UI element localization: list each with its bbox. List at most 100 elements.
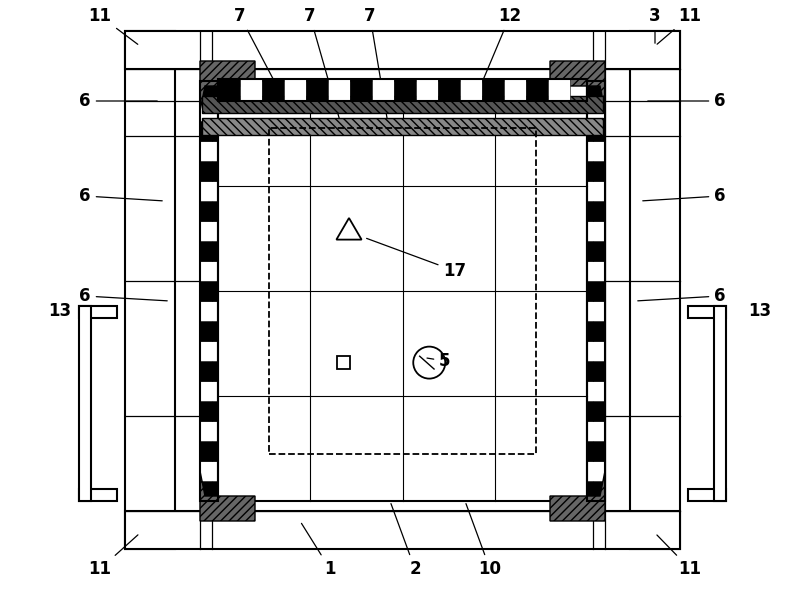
Bar: [200, 421, 218, 441]
Bar: [125, 511, 680, 549]
Text: 11: 11: [657, 7, 702, 44]
Bar: [587, 461, 605, 481]
Bar: [587, 241, 605, 261]
Bar: [200, 201, 218, 221]
Bar: [200, 181, 218, 201]
Bar: [548, 79, 570, 101]
Bar: [587, 221, 605, 241]
Bar: [587, 81, 605, 501]
Bar: [200, 261, 218, 281]
Bar: [200, 381, 218, 401]
Text: 6: 6: [79, 187, 162, 205]
Bar: [350, 79, 372, 101]
Bar: [460, 79, 482, 101]
Bar: [587, 161, 605, 181]
Bar: [200, 161, 218, 181]
Bar: [200, 281, 218, 301]
Bar: [200, 321, 218, 341]
Text: 5: 5: [427, 352, 450, 370]
Text: 17: 17: [366, 238, 466, 280]
Text: 2: 2: [391, 504, 421, 578]
Bar: [200, 301, 218, 321]
Bar: [587, 281, 605, 301]
Bar: [587, 301, 605, 321]
Text: 1: 1: [302, 524, 336, 578]
Bar: [218, 79, 587, 101]
Text: 7: 7: [304, 7, 339, 118]
Bar: [200, 461, 218, 481]
Bar: [200, 481, 218, 501]
Bar: [587, 101, 605, 121]
Bar: [218, 79, 240, 101]
Text: 6: 6: [638, 287, 726, 305]
Bar: [200, 361, 218, 381]
Text: 6: 6: [79, 92, 158, 110]
Bar: [200, 441, 218, 461]
Bar: [438, 79, 460, 101]
Bar: [587, 401, 605, 421]
Bar: [79, 489, 117, 501]
Bar: [587, 201, 605, 221]
Text: 12: 12: [471, 7, 522, 108]
Text: 13: 13: [749, 302, 771, 320]
Text: 6: 6: [648, 92, 726, 110]
Bar: [587, 341, 605, 361]
Bar: [200, 81, 218, 101]
Bar: [125, 31, 175, 549]
Polygon shape: [550, 61, 605, 111]
Bar: [526, 79, 548, 101]
Bar: [587, 141, 605, 161]
Text: 6: 6: [79, 287, 167, 305]
Bar: [337, 356, 350, 369]
Text: 7: 7: [234, 7, 289, 109]
Text: 10: 10: [466, 504, 502, 578]
Text: 11: 11: [89, 7, 138, 44]
Text: 7: 7: [364, 7, 390, 133]
Bar: [328, 79, 350, 101]
Bar: [284, 79, 306, 101]
Bar: [125, 31, 680, 69]
Bar: [416, 79, 438, 101]
Bar: [79, 306, 117, 318]
Bar: [587, 381, 605, 401]
Bar: [587, 441, 605, 461]
Bar: [202, 96, 603, 113]
Bar: [587, 361, 605, 381]
Bar: [630, 31, 680, 549]
Polygon shape: [550, 471, 605, 521]
Text: 11: 11: [89, 535, 138, 578]
Bar: [587, 81, 605, 101]
Bar: [200, 101, 218, 121]
Polygon shape: [200, 61, 255, 111]
Bar: [688, 306, 726, 318]
Bar: [200, 121, 218, 141]
Bar: [200, 81, 218, 501]
Text: 3: 3: [649, 7, 661, 43]
Text: 11: 11: [657, 535, 702, 578]
Bar: [587, 481, 605, 501]
Bar: [79, 306, 91, 501]
Bar: [200, 241, 218, 261]
Bar: [688, 489, 726, 501]
Bar: [200, 341, 218, 361]
Bar: [200, 221, 218, 241]
Bar: [714, 306, 726, 501]
Bar: [218, 81, 587, 501]
Text: 6: 6: [642, 187, 726, 205]
Bar: [394, 79, 416, 101]
Bar: [200, 141, 218, 161]
Bar: [200, 401, 218, 421]
Polygon shape: [200, 471, 255, 521]
Bar: [587, 181, 605, 201]
Text: 13: 13: [49, 302, 71, 320]
Bar: [262, 79, 284, 101]
Bar: [202, 118, 603, 135]
Bar: [306, 79, 328, 101]
Bar: [587, 321, 605, 341]
Bar: [587, 121, 605, 141]
Bar: [482, 79, 504, 101]
Bar: [269, 128, 536, 454]
Bar: [240, 79, 262, 101]
Bar: [372, 79, 394, 101]
Bar: [587, 261, 605, 281]
